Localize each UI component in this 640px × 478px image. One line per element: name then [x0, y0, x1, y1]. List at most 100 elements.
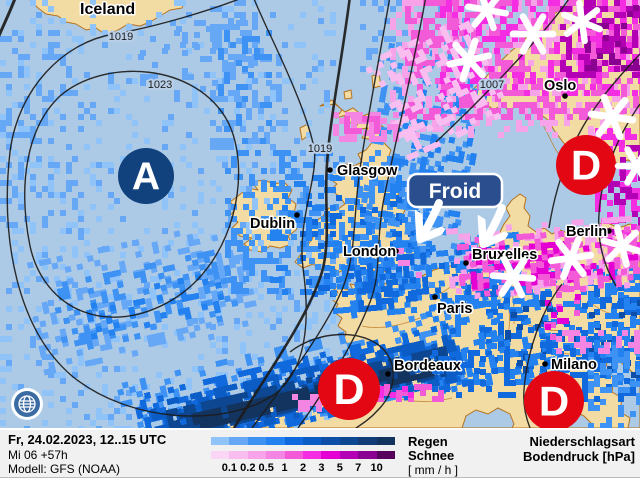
- footer-bar: Fr, 24.02.2023, 12..15 UTC Mi 06 +57h Mo…: [0, 428, 640, 478]
- snow-swatch: [358, 451, 377, 459]
- legend-tick-label: 0.5: [258, 462, 274, 474]
- snowflake-icon: [446, 37, 492, 83]
- weather-map: 1019 1023 1019 1007 Iceland Glasgow Dublin Lond…: [0, 0, 640, 428]
- snowflake-icon: [465, 0, 509, 32]
- rain-swatch: [339, 437, 359, 445]
- city-dot: [562, 93, 568, 99]
- rain-color-scale: [211, 437, 396, 445]
- high-pressure-symbol: A: [118, 148, 174, 204]
- isobar-layer: [0, 0, 640, 428]
- snow-swatch: [229, 451, 248, 459]
- city-dot: [393, 248, 399, 254]
- isobar-value-label: 1007: [480, 79, 504, 91]
- run-info: Fr, 24.02.2023, 12..15 UTC Mi 06 +57h Mo…: [8, 432, 166, 476]
- map-canvas: 1019 1023 1019 1007 Iceland Glasgow Dublin Lond…: [0, 0, 640, 428]
- precipitation-layer: [0, 0, 640, 428]
- city-label: Milano: [551, 357, 597, 373]
- cold-air-arrows: [421, 199, 502, 243]
- cold-air-label: Froid: [429, 180, 482, 203]
- pressure-letter: D: [571, 141, 601, 188]
- city-marker: Bordeaux: [385, 357, 462, 377]
- city-marker: London: [342, 243, 399, 262]
- legend-tick-label: 0.1: [221, 462, 238, 474]
- city-marker: Paris: [432, 294, 474, 319]
- model-name-label: Modell: GFS (NOAA): [8, 462, 121, 476]
- snow-swatch: [303, 451, 322, 459]
- legend-tick-label: 0.2: [240, 462, 256, 474]
- isobar-value-label: 1019: [308, 143, 332, 155]
- legend-tick-label: 1: [281, 462, 288, 474]
- snowflake-icon: [600, 224, 640, 268]
- city-label: Berlin: [566, 224, 607, 240]
- rain-swatch: [266, 437, 285, 445]
- cold-air-annotation: Froid: [406, 172, 504, 209]
- legend-title-precip-type: Niederschlagsart: [529, 434, 636, 449]
- snowflake-icon: [614, 146, 640, 186]
- cold-air-arrow-icon: [484, 204, 502, 243]
- isobar-value-label: 1023: [148, 79, 172, 91]
- rain-swatch: [376, 437, 396, 445]
- snow-label: Schnee: [408, 448, 455, 463]
- snowflake-icon: [547, 236, 595, 280]
- city-dot: [327, 167, 333, 173]
- legend-tick-label: 7: [355, 462, 362, 474]
- city-label: Oslo: [544, 78, 576, 94]
- city-dot: [463, 260, 469, 266]
- city-marker: Oslo: [543, 77, 578, 99]
- low-pressure-symbol: D: [524, 371, 584, 428]
- cold-air-arrow-icon: [421, 199, 439, 238]
- city-marker: Dublin: [249, 212, 300, 234]
- city-marker: Milano: [542, 356, 599, 375]
- pressure-letter: A: [132, 155, 160, 198]
- low-pressure-symbol: D: [556, 135, 616, 195]
- snowflake-icon: [509, 13, 557, 55]
- rain-swatch: [284, 437, 304, 445]
- rain-swatch: [321, 437, 340, 445]
- map-labels-layer: 1019 1023 1019 1007 Iceland Glasgow Dublin Lond…: [79, 0, 612, 377]
- legend-tick-label: 10: [370, 462, 383, 474]
- snow-color-scale: [211, 451, 396, 459]
- city-dot: [542, 361, 548, 367]
- isobar-value-label: 1019: [109, 31, 133, 43]
- rain-swatch: [247, 437, 267, 445]
- legend-tick-label: 2: [299, 462, 307, 474]
- legend-ticks: 0.1 0.2 0.5 1 2 3 5 7 10: [211, 462, 395, 474]
- city-label: London: [343, 244, 396, 260]
- snow-swatch: [284, 451, 304, 459]
- snow-swatch: [211, 451, 230, 459]
- rain-swatch: [229, 437, 248, 445]
- rain-swatch: [303, 437, 322, 445]
- city-label: Bordeaux: [394, 358, 461, 374]
- city-label: Glasgow: [337, 163, 398, 179]
- city-label: Dublin: [250, 216, 295, 232]
- rain-swatch: [211, 437, 230, 445]
- snowflake-icon: [489, 255, 537, 299]
- precip-legend: Regen Schnee 0.1 0.2 0.5 1 2 3 5 7 10 [ mm / h ]: [211, 430, 461, 478]
- legend-unit-label: [ mm / h ]: [408, 463, 459, 477]
- legend-tick-label: 5: [336, 462, 343, 474]
- rain-label: Regen: [408, 434, 448, 449]
- model-run-label: Mi 06 +57h: [8, 448, 68, 462]
- city-label: Paris: [437, 301, 472, 317]
- snowflake-icon: [561, 0, 603, 45]
- city-marker: Glasgow: [327, 162, 400, 181]
- pressure-letter: D: [333, 366, 364, 414]
- legend-tick-label: 3: [318, 462, 325, 474]
- region-label-iceland: Iceland: [80, 1, 135, 18]
- low-pressure-symbol: D: [318, 358, 380, 420]
- site-logo: [11, 388, 43, 420]
- snowflake-icon: [587, 93, 637, 141]
- snow-swatch: [247, 451, 267, 459]
- rain-swatch: [358, 437, 377, 445]
- legend-titles: Niederschlagsart Bodendruck [hPa]: [523, 434, 635, 464]
- pressure-symbols-layer: A D D D Froid: [118, 135, 616, 428]
- snow-swatch: [266, 451, 285, 459]
- snow-swatch: [376, 451, 396, 459]
- city-dot: [432, 294, 438, 300]
- legend-title-pressure: Bodendruck [hPa]: [523, 449, 635, 464]
- iceland-landmass: [29, 0, 186, 36]
- valid-time-label: Fr, 24.02.2023, 12..15 UTC: [8, 432, 167, 447]
- city-dot: [294, 212, 300, 218]
- orkney-island: [343, 89, 353, 100]
